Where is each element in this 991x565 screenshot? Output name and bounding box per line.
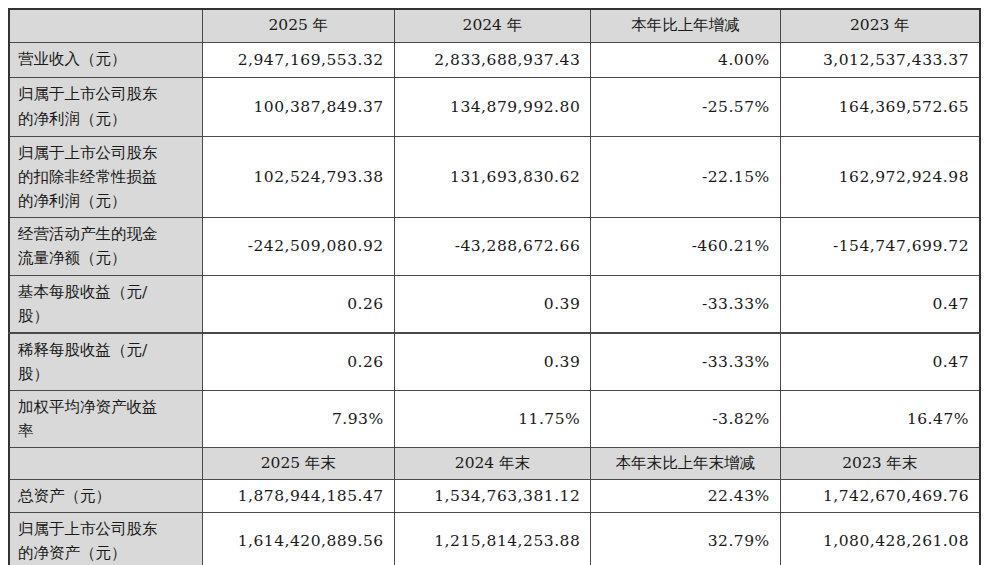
header-2023: 2023 年 [780,9,980,42]
cell-change-value: -25.57% [591,77,781,136]
cell-change-value: 32.79% [591,513,781,565]
cell-2025-value: 102,524,793.38 [203,136,395,217]
header-2025-eop: 2025 年末 [203,448,395,480]
row-net-profit-excl-nonrecurring: 归属于上市公司股东的扣除非经常性损益的净利润（元） 102,524,793.38… [9,136,980,217]
header-2023-eop: 2023 年末 [780,448,980,480]
row-label-diluted-eps: 稀释每股收益（元/股） [9,333,203,391]
financial-summary-table: 2025 年 2024 年 本年比上年增减 2023 年 营业收入（元） 2,9… [8,8,981,565]
cell-change-value: -33.33% [591,333,781,391]
cell-2024-value: -43,288,672.66 [394,217,591,275]
cell-2025-value: 2,947,169,553.32 [203,42,395,77]
cell-2023-value: 16.47% [780,391,980,448]
cell-change-value: -3.82% [591,391,781,448]
cell-2023-value: 164,369,572.65 [780,77,980,136]
cell-2023-value: 1,742,670,469.76 [780,480,980,513]
cell-2024-value: 134,879,992.80 [394,77,591,136]
header-2024: 2024 年 [394,9,591,42]
cell-2023-value: 3,012,537,433.37 [780,42,980,77]
cell-2024-value: 1,215,814,253.88 [394,513,591,565]
period-header-row: 2025 年 2024 年 本年比上年增减 2023 年 [9,9,980,42]
cell-2023-value: 162,972,924.98 [780,136,980,217]
cell-2024-value: 11.75% [394,391,591,448]
header-eop-change: 本年末比上年末增减 [591,448,781,480]
cell-2023-value: -154,747,699.72 [780,217,980,275]
cell-2023-value: 0.47 [780,333,980,391]
cell-change-value: 4.00% [591,42,781,77]
cell-2025-value: 0.26 [203,275,395,333]
cell-2025-value: 0.26 [203,333,395,391]
cell-change-value: -22.15% [591,136,781,217]
cell-change-value: 22.43% [591,480,781,513]
row-operating-cash-flow: 经营活动产生的现金流量净额（元） -242,509,080.92 -43,288… [9,217,980,275]
cell-2025-value: 1,614,420,889.56 [203,513,395,565]
row-label-operating-revenue: 营业收入（元） [9,42,203,77]
row-net-assets-attributable: 归属于上市公司股东的净资产（元） 1,614,420,889.56 1,215,… [9,513,980,565]
cell-2024-value: 1,534,763,381.12 [394,480,591,513]
corner-blank-cell [9,448,203,480]
corner-blank-cell [9,9,203,42]
cell-2025-value: 100,387,849.37 [203,77,395,136]
endofperiod-header-row: 2025 年末 2024 年末 本年末比上年末增减 2023 年末 [9,448,980,480]
row-weighted-avg-roe: 加权平均净资产收益率 7.93% 11.75% -3.82% 16.47% [9,391,980,448]
cell-2025-value: 7.93% [203,391,395,448]
row-label-net-assets: 归属于上市公司股东的净资产（元） [9,513,203,565]
row-label-cash-flow: 经营活动产生的现金流量净额（元） [9,217,203,275]
row-basic-eps: 基本每股收益（元/股） 0.26 0.39 -33.33% 0.47 [9,275,980,333]
cell-2024-value: 131,693,830.62 [394,136,591,217]
row-net-profit-attributable: 归属于上市公司股东的净利润（元） 100,387,849.37 134,879,… [9,77,980,136]
row-total-assets: 总资产（元） 1,878,944,185.47 1,534,763,381.12… [9,480,980,513]
cell-2024-value: 0.39 [394,333,591,391]
row-label-weighted-roe: 加权平均净资产收益率 [9,391,203,448]
cell-2023-value: 1,080,428,261.08 [780,513,980,565]
header-2025: 2025 年 [203,9,395,42]
row-operating-revenue: 营业收入（元） 2,947,169,553.32 2,833,688,937.4… [9,42,980,77]
header-2024-eop: 2024 年末 [394,448,591,480]
cell-change-value: -460.21% [591,217,781,275]
row-diluted-eps: 稀释每股收益（元/股） 0.26 0.39 -33.33% 0.47 [9,333,980,391]
cell-2025-value: 1,878,944,185.47 [203,480,395,513]
header-yoy-change: 本年比上年增减 [591,9,781,42]
cell-2024-value: 2,833,688,937.43 [394,42,591,77]
row-label-total-assets: 总资产（元） [9,480,203,513]
row-label-basic-eps: 基本每股收益（元/股） [9,275,203,333]
row-label-net-profit: 归属于上市公司股东的净利润（元） [9,77,203,136]
row-label-net-profit-excl: 归属于上市公司股东的扣除非经常性损益的净利润（元） [9,136,203,217]
cell-change-value: -33.33% [591,275,781,333]
cell-2024-value: 0.39 [394,275,591,333]
cell-2023-value: 0.47 [780,275,980,333]
cell-2025-value: -242,509,080.92 [203,217,395,275]
